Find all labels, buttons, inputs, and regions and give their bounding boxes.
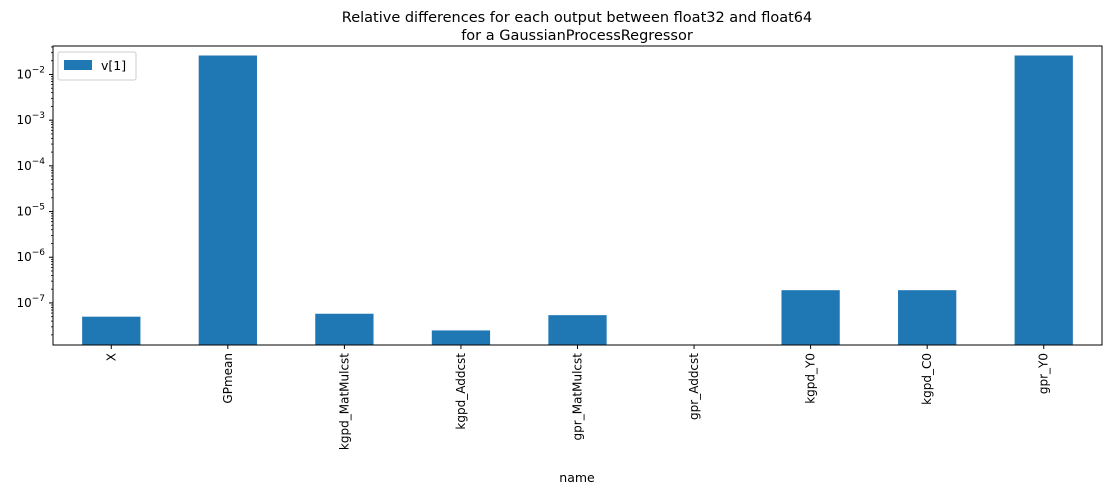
x-tick-label: gpr_MatMulcst [571, 353, 585, 441]
legend-label: v[1] [101, 58, 126, 73]
x-tick-label: gpr_Y0 [1037, 353, 1051, 394]
x-tick-label: kgpd_Y0 [804, 353, 818, 404]
legend-swatch [64, 60, 92, 70]
y-tick-label: 10−4 [16, 157, 45, 173]
bar-kgpd_MatMulcst [315, 313, 374, 345]
bars [82, 55, 1073, 346]
bar-gpr_MatMulcst [548, 315, 607, 345]
bar-kgpd_Addcst [431, 330, 491, 345]
bar-gpr_Y0 [1014, 55, 1073, 346]
legend-frame [57, 51, 137, 81]
x-tick-label: GPmean [221, 353, 235, 404]
x-axis-label: name [559, 470, 595, 484]
bar-kgpd_C0 [898, 290, 957, 345]
y-tick-label: 10−2 [16, 65, 45, 81]
x-tick-label: kgpd_Addcst [454, 353, 468, 430]
x-tick-label: X [104, 353, 118, 361]
legend: v[1] [57, 51, 137, 81]
chart-title-line-2: for a GaussianProcessRegressor [461, 28, 693, 44]
x-tick-label: gpr_Addcst [687, 353, 701, 420]
chart-title-line-1: Relative differences for each output bet… [342, 10, 812, 26]
x-tick-label: kgpd_MatMulcst [337, 353, 351, 450]
bar-kgpd_Y0 [781, 290, 840, 345]
y-tick-label: 10−5 [16, 203, 45, 219]
y-tick-label: 10−3 [16, 111, 45, 127]
bar-GPmean [198, 55, 257, 346]
bar-X [82, 316, 141, 345]
y-tick-label: 10−7 [16, 294, 45, 310]
chart-title: Relative differences for each output bet… [342, 10, 812, 44]
x-tick-label: kgpd_C0 [920, 353, 934, 405]
y-tick-label: 10−6 [16, 248, 45, 264]
y-axis-ticks: 10−7 10−6 10−5 10−4 10−3 10−2 [16, 65, 53, 310]
plot-frame [52, 45, 1103, 346]
x-axis-ticks: X GPmean kgpd_MatMulcst kgpd_Addcst gpr_MatM… [104, 345, 1051, 450]
